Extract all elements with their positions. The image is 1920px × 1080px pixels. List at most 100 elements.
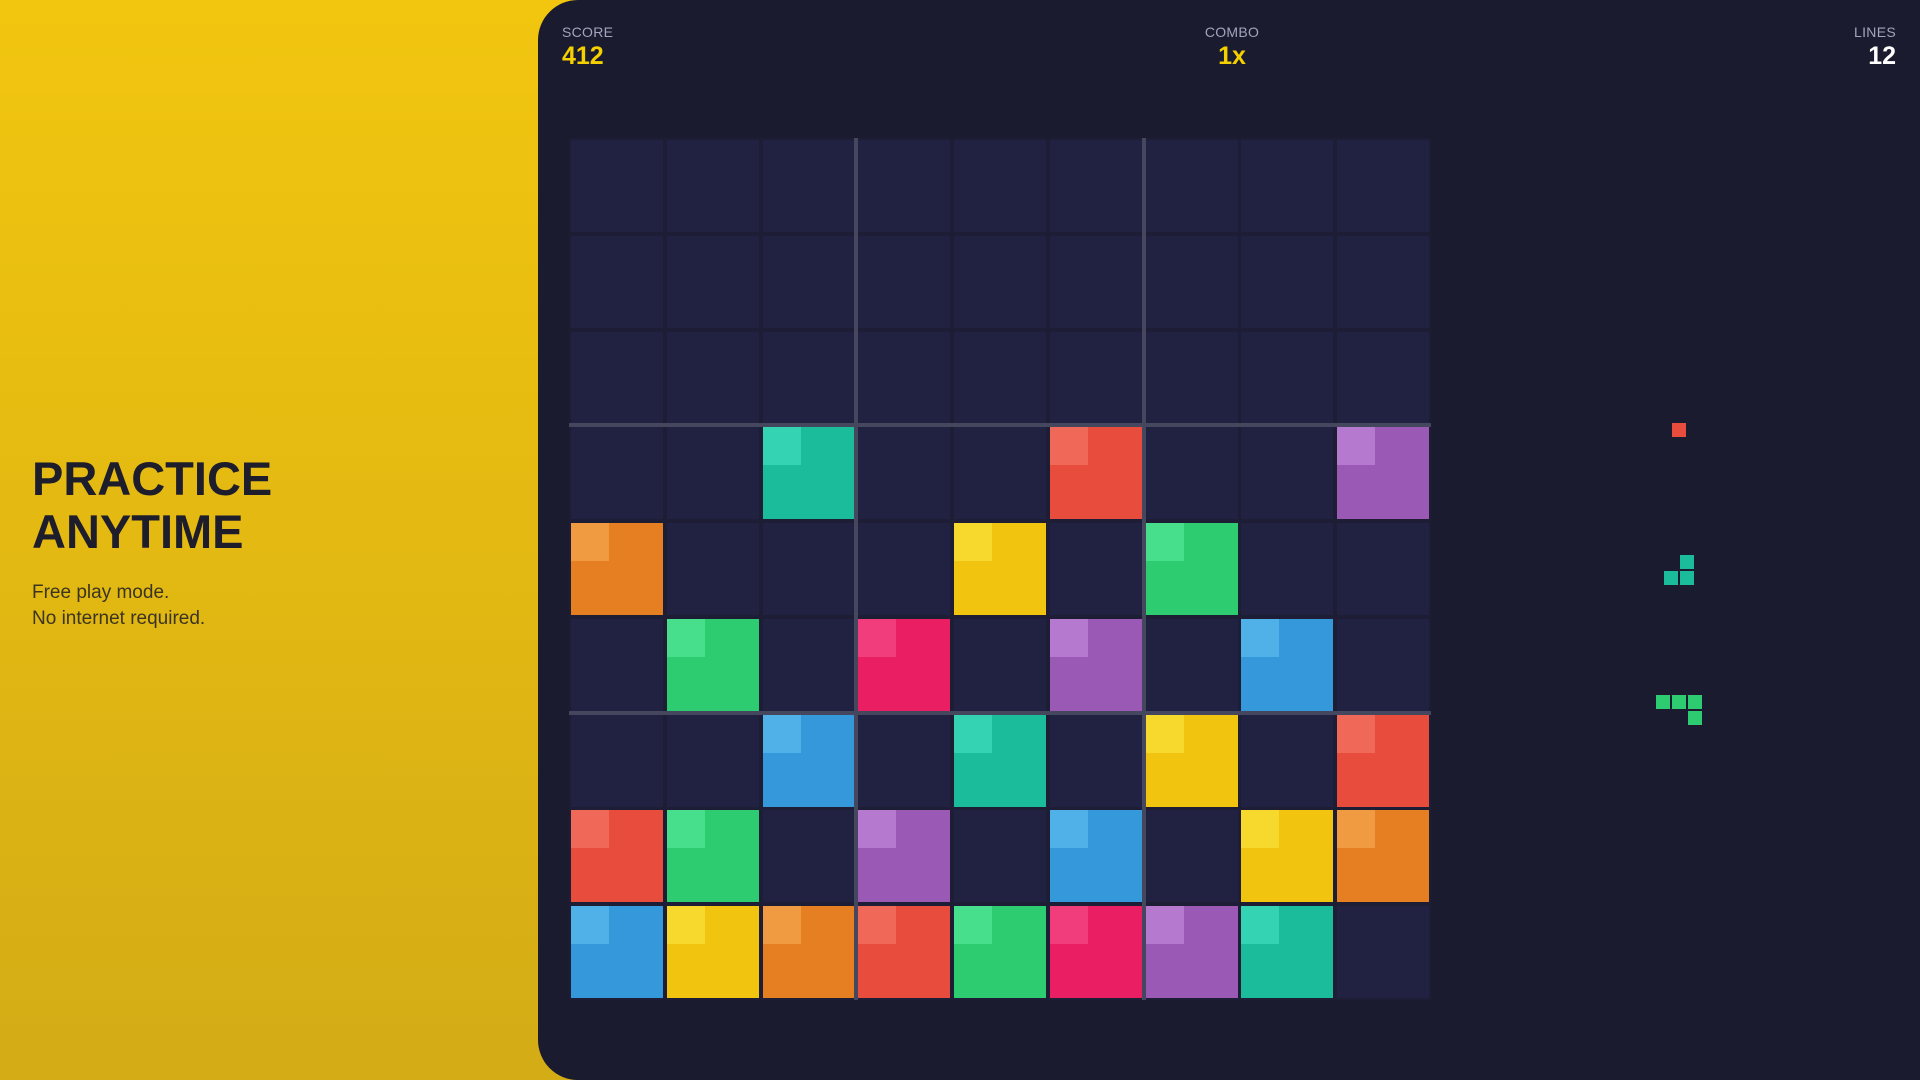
empty-cell[interactable] [858, 235, 951, 328]
empty-cell[interactable] [1049, 235, 1142, 328]
block-blue[interactable] [1241, 618, 1334, 711]
empty-cell[interactable] [1145, 140, 1238, 232]
empty-cell[interactable] [1337, 235, 1430, 328]
empty-cell[interactable] [571, 714, 663, 807]
empty-cell[interactable] [1337, 523, 1430, 616]
empty-cell[interactable] [1337, 618, 1430, 711]
block-green[interactable] [954, 906, 1047, 999]
empty-cell[interactable] [1049, 714, 1142, 807]
empty-cell[interactable] [1241, 523, 1334, 616]
empty-cell[interactable] [666, 235, 759, 328]
empty-cell[interactable] [858, 427, 951, 520]
lines-display: LINES 12 [1854, 24, 1896, 71]
empty-cell[interactable] [666, 331, 759, 424]
block-red[interactable] [858, 906, 951, 999]
empty-cell[interactable] [1145, 235, 1238, 328]
empty-cell[interactable] [762, 523, 855, 616]
block-green[interactable] [666, 810, 759, 903]
empty-cell[interactable] [762, 140, 855, 232]
block-purple[interactable] [1337, 427, 1430, 520]
empty-cell[interactable] [1145, 331, 1238, 424]
block-orange[interactable] [571, 523, 663, 616]
empty-cell[interactable] [571, 618, 663, 711]
empty-cell[interactable] [1337, 331, 1430, 424]
block-orange[interactable] [762, 906, 855, 999]
empty-cell[interactable] [762, 618, 855, 711]
subtext-line-2: No internet required. [32, 608, 206, 629]
empty-cell[interactable] [666, 140, 759, 232]
empty-cell[interactable] [1241, 331, 1334, 424]
block-purple[interactable] [1049, 618, 1142, 711]
block-highlight [1049, 810, 1088, 849]
empty-cell[interactable] [1241, 140, 1334, 232]
empty-cell[interactable] [954, 331, 1047, 424]
empty-cell[interactable] [571, 427, 663, 520]
combo-value: 1x [1218, 42, 1246, 70]
empty-cell[interactable] [762, 235, 855, 328]
combo-label: COMBO [1204, 24, 1260, 40]
block-highlight [1049, 906, 1088, 945]
block-blue[interactable] [1049, 810, 1142, 903]
block-blue[interactable] [571, 906, 663, 999]
empty-cell[interactable] [762, 810, 855, 903]
empty-cell[interactable] [1145, 810, 1238, 903]
empty-cell[interactable] [571, 140, 663, 232]
empty-cell[interactable] [954, 140, 1047, 232]
block-pink[interactable] [858, 618, 951, 711]
block-highlight [571, 523, 609, 562]
empty-cell[interactable] [858, 523, 951, 616]
empty-cell[interactable] [571, 331, 663, 424]
empty-cell[interactable] [1049, 140, 1142, 232]
empty-cell[interactable] [1145, 427, 1238, 520]
empty-cell[interactable] [1241, 427, 1334, 520]
empty-cell[interactable] [954, 235, 1047, 328]
block-highlight [666, 906, 705, 945]
block-highlight [954, 523, 993, 562]
empty-cell[interactable] [858, 140, 951, 232]
block-red[interactable] [1337, 714, 1430, 807]
block-orange[interactable] [1337, 810, 1430, 903]
block-highlight [1049, 618, 1088, 657]
empty-cell[interactable] [858, 714, 951, 807]
score-label: SCORE [562, 24, 614, 40]
empty-cell[interactable] [666, 427, 759, 520]
block-yellow[interactable] [1145, 714, 1238, 807]
block-green[interactable] [666, 618, 759, 711]
block-highlight [1145, 906, 1184, 945]
block-purple[interactable] [1145, 906, 1238, 999]
empty-cell[interactable] [1049, 331, 1142, 424]
piece-block [1672, 695, 1686, 709]
block-highlight [1337, 714, 1376, 753]
block-blue[interactable] [762, 714, 855, 807]
block-green[interactable] [1145, 523, 1238, 616]
empty-cell[interactable] [1241, 235, 1334, 328]
block-teal[interactable] [762, 427, 855, 520]
block-yellow[interactable] [666, 906, 759, 999]
block-teal[interactable] [954, 714, 1047, 807]
empty-cell[interactable] [954, 618, 1047, 711]
block-purple[interactable] [858, 810, 951, 903]
empty-cell[interactable] [954, 810, 1047, 903]
empty-cell[interactable] [954, 427, 1047, 520]
empty-cell[interactable] [666, 714, 759, 807]
empty-cell[interactable] [1049, 523, 1142, 616]
block-yellow[interactable] [1241, 810, 1334, 903]
empty-cell[interactable] [1337, 906, 1430, 999]
game-board[interactable] [569, 138, 1431, 1000]
block-red[interactable] [1049, 427, 1142, 520]
promo-subtext: Free play mode. No internet required. [32, 580, 512, 632]
empty-cell[interactable] [1241, 714, 1334, 807]
block-teal[interactable] [1241, 906, 1334, 999]
empty-cell[interactable] [571, 235, 663, 328]
empty-cell[interactable] [1145, 618, 1238, 711]
block-pink[interactable] [1049, 906, 1142, 999]
empty-cell[interactable] [762, 331, 855, 424]
block-yellow[interactable] [954, 523, 1047, 616]
block-red[interactable] [571, 810, 663, 903]
block-highlight [762, 714, 801, 753]
empty-cell[interactable] [858, 331, 951, 424]
piece-block [1688, 695, 1702, 709]
empty-cell[interactable] [1337, 140, 1430, 232]
block-highlight [666, 810, 705, 849]
empty-cell[interactable] [666, 523, 759, 616]
